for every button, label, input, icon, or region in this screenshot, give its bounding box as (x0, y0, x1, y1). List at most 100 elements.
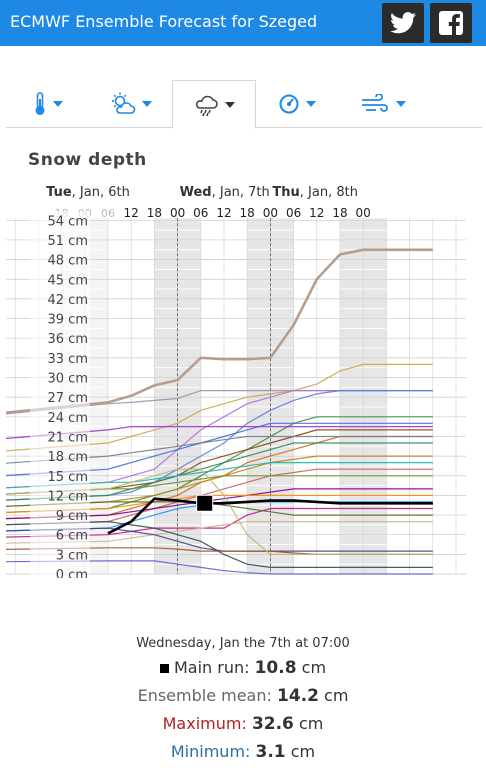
main-run-unit: cm (301, 658, 327, 677)
gauge-icon (279, 94, 299, 114)
mean-label: Ensemble mean: (137, 686, 272, 705)
ensemble-member-line (5, 501, 433, 516)
twitter-icon (390, 12, 416, 34)
date-rest: , Jan, 7th (212, 185, 270, 200)
chevron-down-icon (396, 101, 406, 107)
mean-row: Ensemble mean: 14.2 cm (0, 686, 486, 706)
minimum-unit: cm (290, 742, 316, 761)
ensemble-member-line (5, 521, 433, 544)
maximum-value: 32.6 (251, 714, 294, 734)
y-tick-label: 3 cm (56, 548, 88, 563)
y-tick-label: 54 cm (48, 214, 89, 229)
y-tick-label: 9 cm (56, 509, 88, 524)
y-tick-label: 21 cm (48, 430, 89, 445)
date-label: Thu, Jan, 8th (272, 185, 358, 200)
maximum-row: Maximum: 32.6 cm (0, 714, 486, 734)
chevron-down-icon (53, 101, 63, 107)
ensemble-member-line (5, 520, 433, 568)
mean-unit: cm (324, 686, 349, 705)
twitter-button[interactable] (382, 3, 424, 43)
maximum-unit: cm (298, 714, 324, 733)
app-header: ECMWF Ensemble Forecast for Szeged (0, 0, 486, 46)
maximum-label: Maximum: (162, 714, 247, 733)
y-tick-label: 33 cm (48, 352, 89, 367)
date-label: Wed, Jan, 7th (180, 185, 270, 200)
y-tick-label: 39 cm (48, 313, 89, 328)
tab-wind[interactable] (338, 80, 428, 128)
date-label: Tue, Jan, 6th (46, 185, 130, 200)
tab-pressure[interactable] (256, 80, 338, 128)
ensemble-member-line (5, 468, 433, 555)
y-axis-backing (30, 211, 90, 578)
ensemble-member-line (5, 416, 433, 513)
page-title: ECMWF Ensemble Forecast for Szeged (10, 12, 318, 31)
ensemble-member-line (5, 429, 433, 495)
wind-icon (362, 94, 388, 112)
ensemble-member-line (5, 494, 433, 513)
date-day: Thu (272, 185, 299, 200)
main-run-value: 10.8 (254, 658, 297, 678)
y-tick-label: 48 cm (48, 254, 89, 269)
hour-label: 12 (124, 206, 139, 220)
facebook-icon (439, 11, 463, 36)
thermometer-icon (35, 92, 45, 115)
y-tick-label: 51 cm (48, 234, 89, 249)
chevron-down-icon (142, 101, 152, 107)
sun-cloud-icon (112, 92, 136, 114)
hour-label: 18 (332, 206, 347, 220)
date-day: Tue (46, 185, 72, 200)
y-tick-label: 27 cm (48, 391, 89, 406)
y-tick-label: 0 cm (56, 568, 88, 578)
hour-label: 00 (170, 206, 185, 220)
ensemble-member-line (5, 435, 433, 464)
hour-label: 18 (147, 206, 162, 220)
variable-tabs (6, 80, 482, 129)
ensemble-mean-line (5, 248, 433, 414)
hour-label: 12 (216, 206, 231, 220)
minimum-label: Minimum: (170, 742, 251, 761)
y-tick-label: 15 cm (48, 470, 89, 485)
main-run-label: Main run: (173, 658, 250, 677)
chevron-down-icon (306, 101, 316, 107)
tab-temperature[interactable] (6, 80, 90, 128)
y-tick-label: 12 cm (48, 489, 89, 504)
hour-label: 00 (356, 206, 371, 220)
ensemble-member-line (5, 475, 433, 495)
date-rest: , Jan, 6th (72, 185, 130, 200)
y-tick-label: 24 cm (48, 411, 89, 426)
ensemble-member-line (5, 560, 433, 575)
tab-sun-clouds[interactable] (90, 80, 172, 128)
facebook-button[interactable] (430, 3, 472, 43)
hour-label: 18 (240, 206, 255, 220)
y-tick-label: 6 cm (56, 529, 88, 544)
y-tick-label: 36 cm (48, 332, 89, 347)
minimum-value: 3.1 (255, 742, 286, 762)
ensemble-member-line (5, 426, 433, 440)
hover-datetime: Wednesday, Jan the 7th at 07:00 (136, 636, 350, 651)
hour-label: 06 (193, 206, 208, 220)
ensemble-member-line (5, 507, 433, 538)
ensemble-member-line (5, 462, 433, 489)
rain-cloud-icon (195, 95, 218, 116)
y-tick-label: 45 cm (48, 273, 89, 288)
y-tick-label: 18 cm (48, 450, 89, 465)
date-rest: , Jan, 8th (300, 185, 358, 200)
hour-label: 00 (263, 206, 278, 220)
y-tick-label: 42 cm (48, 293, 89, 308)
mean-value: 14.2 (276, 686, 319, 706)
main-run-line (107, 497, 433, 535)
ensemble-member-line (5, 363, 433, 452)
date-day: Wed (180, 185, 212, 200)
y-tick-label: 30 cm (48, 372, 89, 387)
hour-label: 06 (286, 206, 301, 220)
hour-label: 12 (309, 206, 324, 220)
hour-label: 06 (101, 207, 115, 220)
tab-precipitation[interactable] (172, 80, 256, 129)
main-run-swatch (159, 664, 169, 673)
main-run-row: Main run: 10.8 cm (0, 658, 486, 678)
chart-section-title: Snow depth (28, 150, 147, 170)
chevron-down-icon (225, 101, 235, 108)
minimum-row: Minimum: 3.1 cm (0, 742, 486, 762)
ensemble-member-line (5, 442, 433, 501)
